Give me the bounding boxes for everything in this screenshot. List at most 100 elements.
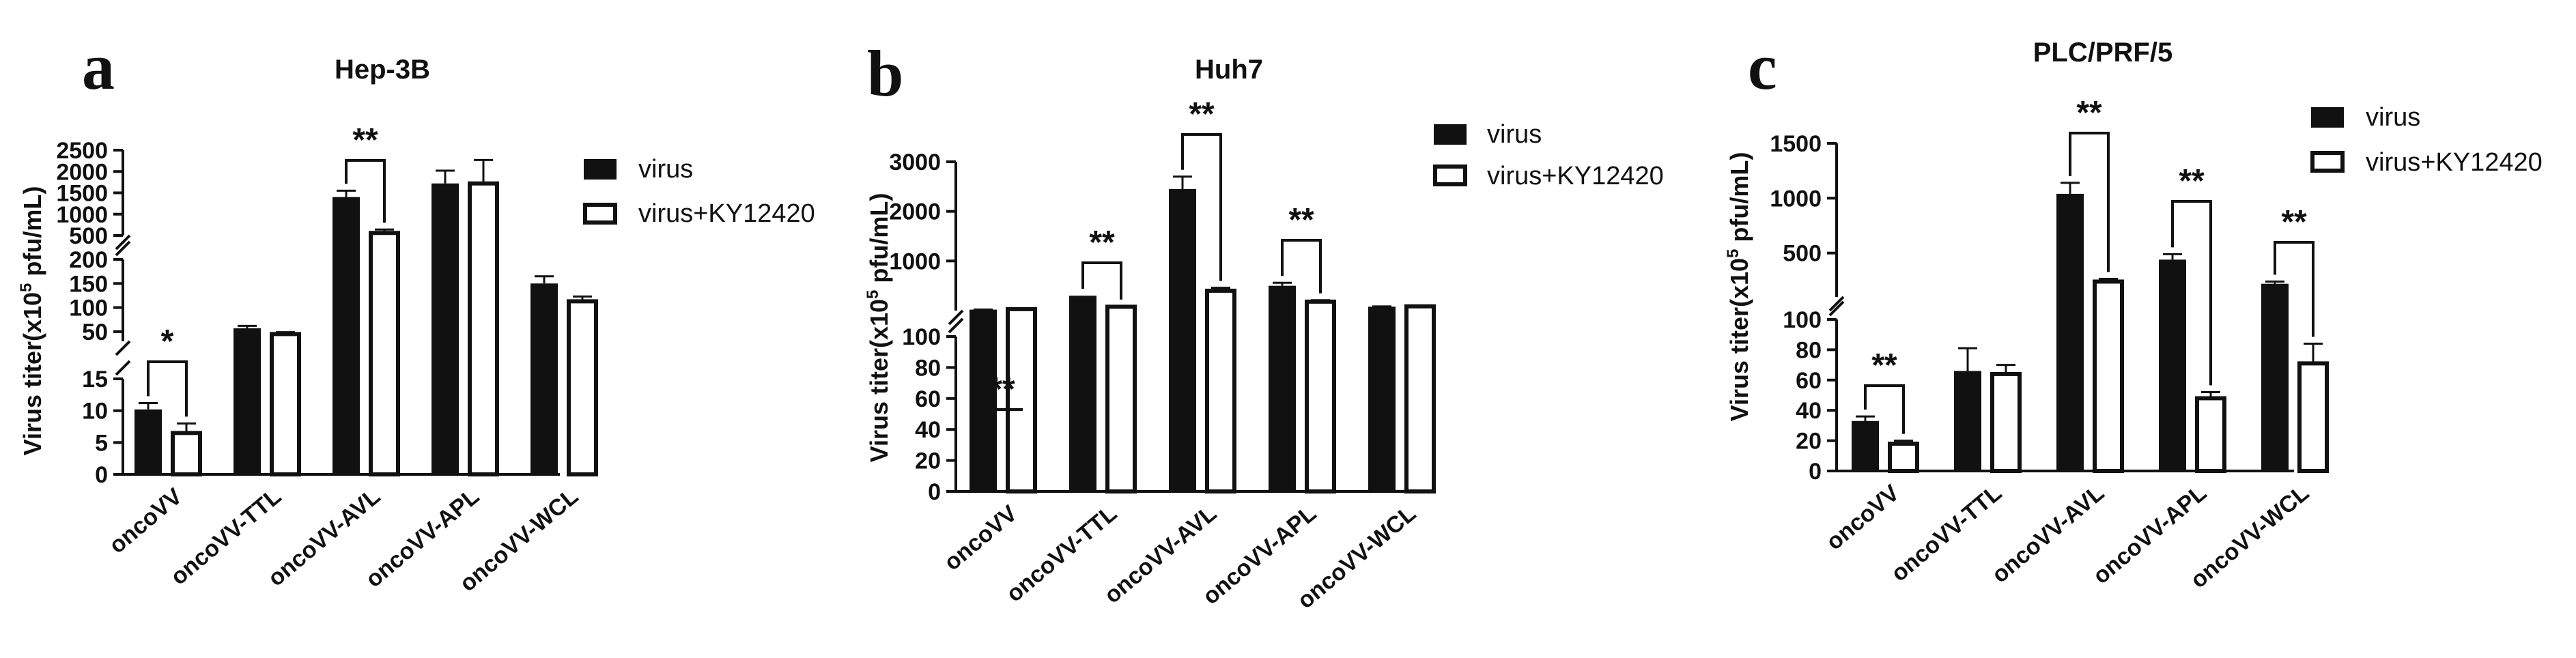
bar-virus-ky12420 — [1888, 442, 1919, 473]
y-axis-label-a: Virus titer(x105 pfu/mL) — [17, 186, 46, 456]
y-tick-label: 1000 — [1770, 186, 1822, 212]
bar-virus-ky12420 — [1006, 306, 1037, 494]
chart-title-c: PLC/PRF/5 — [2033, 38, 2172, 68]
significance-bracket — [1081, 261, 1122, 300]
significance-label: * — [161, 324, 174, 360]
bar-virus — [1269, 285, 1296, 491]
significance-label: ** — [2281, 204, 2307, 240]
bar-virus — [233, 328, 261, 474]
legend-label-ky-c: virus+KY12420 — [2366, 148, 2543, 177]
significance-label: ** — [1288, 202, 1314, 238]
plot-area-b: 020406080100100020003000oncoVVoncoVV-TTL… — [889, 96, 1436, 614]
y-tick-label: 0 — [95, 462, 108, 488]
legend-swatch-ky-b — [1433, 164, 1467, 186]
significance-bracket — [2274, 241, 2315, 337]
bar-virus-ky12420 — [1990, 371, 2022, 473]
bar-virus — [332, 197, 360, 474]
significance-bracket — [2171, 200, 2212, 386]
x-tick-label: oncoVV — [939, 500, 1023, 576]
y-tick-label: 100 — [1783, 307, 1822, 333]
chart-title-a: Hep-3B — [335, 55, 430, 85]
y-tick-label: 150 — [69, 271, 108, 297]
x-tick-label: oncoVV — [1822, 480, 1905, 556]
y-tick-label: 1000 — [889, 248, 941, 274]
y-tick-label: 1500 — [1770, 131, 1822, 157]
bar-virus — [2261, 283, 2289, 471]
y-tick-label: 3000 — [889, 149, 941, 175]
y-tick-label: 20 — [915, 448, 941, 474]
bar-virus-ky12420 — [1305, 299, 1336, 494]
legend-swatch-ky-a — [583, 203, 617, 225]
y-tick-label: 60 — [1796, 368, 1822, 394]
axis-break-mark — [948, 317, 964, 334]
y-tick-label: 500 — [1783, 241, 1822, 267]
legend-label-ky-b: virus+KY12420 — [1487, 162, 1664, 190]
panel-letter-a: a — [82, 30, 115, 103]
axis-break-mark — [115, 360, 131, 376]
axis-break-mark — [115, 340, 131, 356]
significance-bracket — [147, 360, 188, 417]
y-axis-label-c: Virus titer(x105 pfu/mL) — [1724, 152, 1753, 422]
bar-virus-ky12420 — [468, 181, 499, 476]
axis-break-mark — [115, 240, 131, 257]
significance-label: ** — [2179, 163, 2205, 199]
panel-letter-b: b — [867, 37, 903, 110]
y-tick-label: 2000 — [889, 199, 941, 225]
plot-area-c: 02040608010050010001500oncoVVoncoVV-TTLo… — [1770, 95, 2329, 593]
panel-a: a Hep-3B Virus titer(x105 pfu/mL) 0 5 10 15… — [17, 30, 815, 597]
chart-title-b: Huh7 — [1195, 55, 1263, 85]
significance-label: ** — [1189, 96, 1215, 132]
axis-break-mark — [115, 234, 131, 251]
significance-bracket — [2069, 132, 2110, 272]
y-tick-label: 5 — [95, 430, 108, 456]
bar-virus-ky12420 — [171, 431, 202, 476]
y-tick-label: 15 — [82, 367, 108, 392]
bar-virus — [969, 309, 997, 491]
bar-virus — [1169, 188, 1196, 491]
bar-virus — [1852, 420, 1879, 471]
y-tick-label: 80 — [915, 355, 941, 381]
significance-label: ** — [352, 122, 378, 158]
y-tick-label: 50 — [82, 319, 108, 345]
y-tick-label: 10 — [82, 399, 108, 425]
y-tick-label: 1500 — [56, 181, 108, 207]
significance-label: ** — [1089, 225, 1115, 261]
bar-virus — [530, 283, 558, 474]
bar-virus — [135, 409, 162, 474]
bar-virus-ky12420 — [2297, 361, 2329, 473]
y-tick-label: 2500 — [56, 138, 108, 164]
legend-c: virus virus+KY12420 — [2310, 103, 2543, 177]
significance-bracket — [982, 408, 1023, 411]
bar-virus-ky12420 — [2195, 396, 2226, 473]
legend-swatch-virus-c — [2311, 107, 2344, 128]
legend-label-virus-c: virus — [2366, 103, 2420, 132]
y-tick-label: 60 — [915, 386, 941, 412]
panel-b: b Huh7 Virus titer(x105 pfu/mL) 0 20 40 60 8… — [864, 37, 1664, 614]
bar-virus-ky12420 — [1404, 304, 1436, 494]
bar-virus-ky12420 — [2093, 279, 2124, 473]
legend-b: virus virus+KY12420 — [1433, 120, 1664, 190]
significance-label: ** — [2076, 95, 2102, 131]
legend-swatch-virus-a — [584, 159, 617, 180]
axis-break-mark — [1828, 300, 1845, 317]
axis-break-mark — [1828, 296, 1845, 312]
panel-letter-c: c — [1748, 30, 1777, 103]
significance-label: ** — [989, 371, 1015, 407]
y-tick-label: 0 — [1809, 459, 1822, 485]
bar-virus — [1368, 306, 1396, 491]
axis-break-mark — [948, 309, 964, 326]
y-axis-label-b: Virus titer(x105 pfu/mL) — [864, 193, 893, 463]
bar-virus-ky12420 — [567, 299, 598, 477]
legend-swatch-ky-c — [2310, 151, 2345, 173]
bar-virus-ky12420 — [1205, 288, 1236, 494]
y-tick-label: 1000 — [56, 202, 108, 228]
panel-c: c PLC/PRF/5 Virus titer(x105 pfu/mL) 0 20… — [1724, 30, 2543, 593]
significance-label: ** — [1871, 347, 1897, 384]
y-tick-label: 80 — [1796, 337, 1822, 363]
bar-virus-ky12420 — [1105, 304, 1137, 494]
legend-a: virus virus+KY12420 — [583, 155, 815, 228]
significance-bracket — [1864, 384, 1905, 434]
y-tick-label: 100 — [69, 296, 108, 321]
